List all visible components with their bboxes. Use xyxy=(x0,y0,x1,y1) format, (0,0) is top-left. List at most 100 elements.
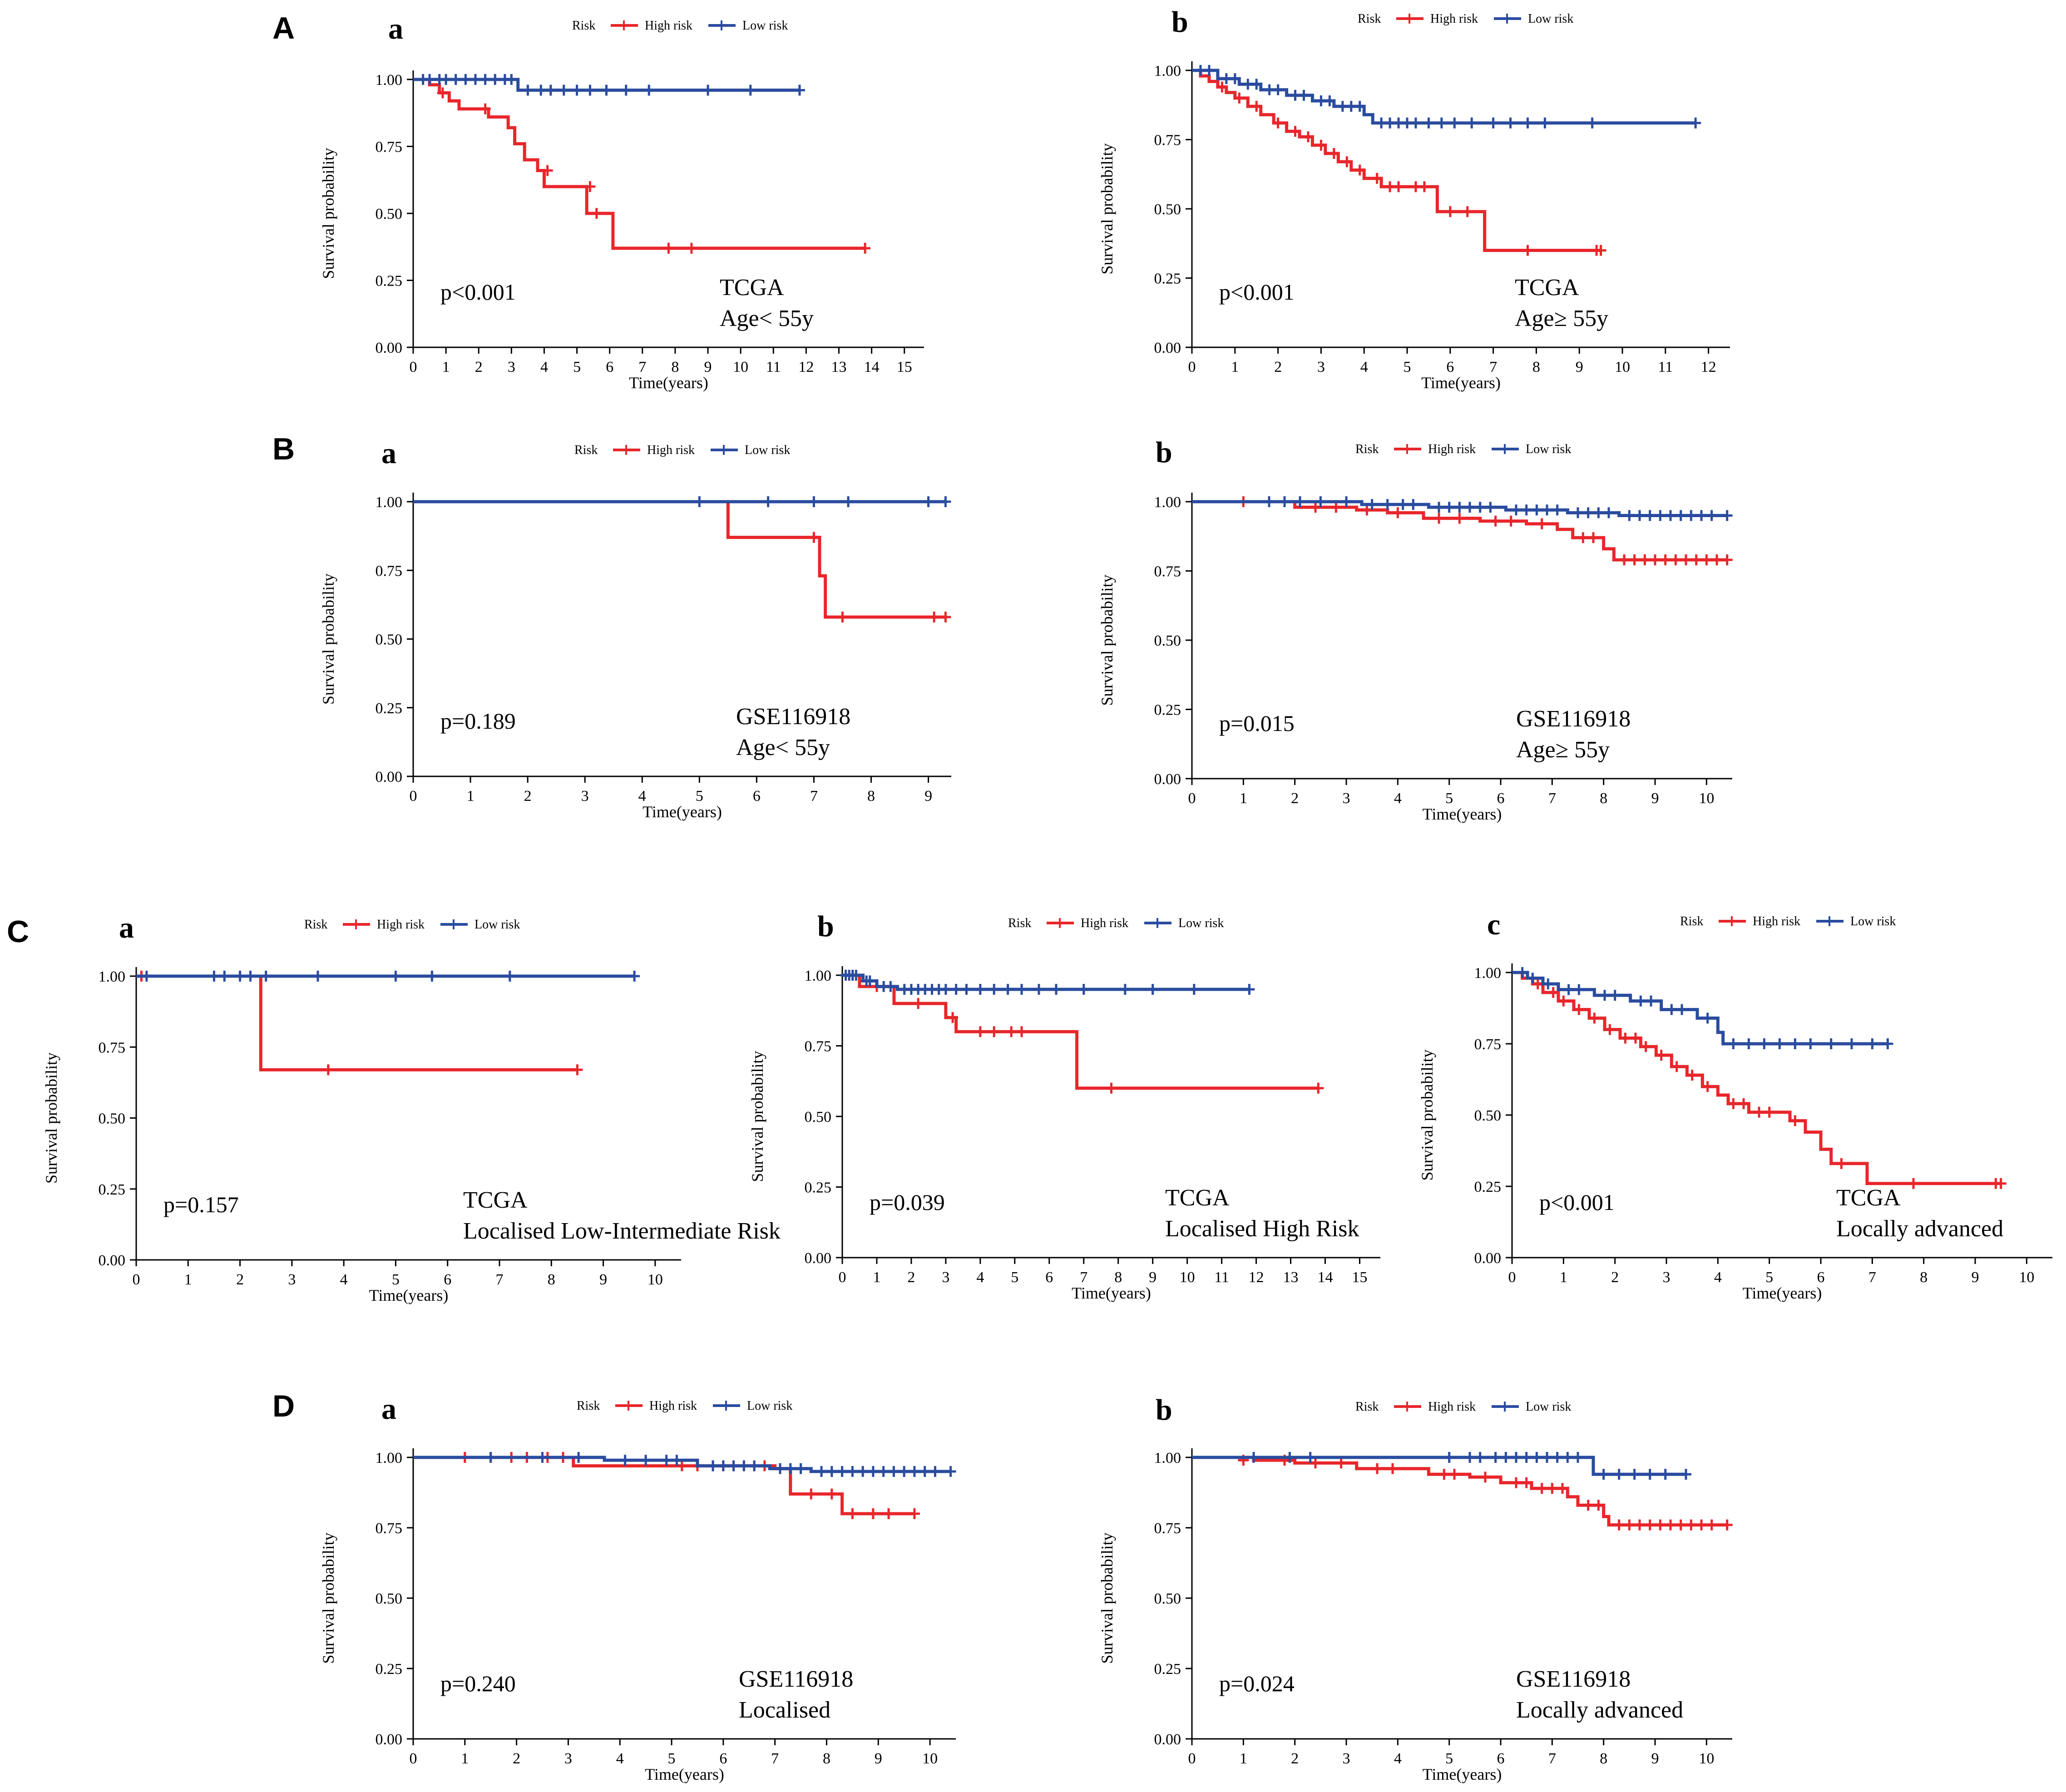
x-tick-label: 0 xyxy=(410,1750,417,1767)
x-tick-label: 1 xyxy=(461,1750,469,1767)
censor-mark-low-risk xyxy=(1867,1038,1878,1049)
censor-mark-high-risk xyxy=(1595,245,1606,256)
censor-mark-high-risk xyxy=(1328,148,1339,159)
censor-mark-low-risk xyxy=(1675,510,1686,521)
y-tick-label: 0.25 xyxy=(1474,1179,1502,1195)
x-tick-label: 10 xyxy=(1615,359,1630,375)
censor-mark-low-risk xyxy=(923,496,934,507)
censor-mark-low-risk xyxy=(1562,1452,1573,1463)
panels-group: a Risk High risk Low risk 0.00 0.25 0.50 0.75 1.… xyxy=(42,5,2052,1783)
censor-mark-high-risk xyxy=(1387,1463,1398,1474)
censor-mark-high-risk xyxy=(847,1508,858,1519)
censor-mark-high-risk xyxy=(989,1026,1000,1037)
censor-mark-low-risk xyxy=(573,1452,584,1463)
p-value-label: p=0.157 xyxy=(163,1192,239,1217)
legend-high-label: High risk xyxy=(377,918,425,932)
legend-title: Risk xyxy=(577,1399,600,1413)
x-tick-label: 5 xyxy=(1445,790,1453,807)
censor-mark-high-risk xyxy=(437,87,448,99)
p-value-label: p<0.001 xyxy=(1539,1190,1615,1215)
legend-high-plus-icon xyxy=(351,919,361,929)
censor-mark-high-risk xyxy=(1630,1032,1641,1044)
x-tick-label: 9 xyxy=(924,788,932,805)
censor-mark-low-risk xyxy=(1295,496,1305,507)
censor-mark-low-risk xyxy=(1542,978,1554,990)
censor-mark-low-risk xyxy=(1572,1452,1583,1463)
x-tick-label: 7 xyxy=(1868,1269,1876,1286)
cohort-label: TCGA xyxy=(1165,1185,1230,1211)
y-axis-title: Survival probability xyxy=(319,148,337,279)
x-tick-label: 7 xyxy=(638,359,646,375)
censor-mark-low-risk xyxy=(661,1455,672,1466)
censor-mark-high-risk xyxy=(1016,1026,1027,1037)
censor-mark-high-risk xyxy=(1754,1106,1765,1118)
censor-mark-low-risk xyxy=(940,496,951,507)
x-tick-label: 6 xyxy=(606,359,613,375)
censor-mark-low-risk xyxy=(864,975,875,987)
censor-mark-high-risk xyxy=(1302,131,1314,143)
subgroup-label: Age≥ 55y xyxy=(1516,737,1610,763)
censor-mark-high-risk xyxy=(663,242,674,254)
panel-label: a xyxy=(388,12,403,45)
censor-mark-high-risk xyxy=(1711,554,1722,566)
censor-mark-low-risk xyxy=(1505,117,1516,128)
censor-mark-high-risk xyxy=(1619,554,1630,566)
censor-mark-low-risk xyxy=(640,1455,652,1466)
censor-mark-high-risk xyxy=(1505,515,1517,527)
x-tick-label: 2 xyxy=(1611,1269,1619,1286)
x-tick-label: 5 xyxy=(1011,1269,1018,1286)
censor-mark-high-risk xyxy=(1629,554,1640,566)
subgroup-label: Localised High Risk xyxy=(1165,1216,1359,1242)
legend-low-plus-icon xyxy=(1824,916,1834,926)
x-tick-label: 9 xyxy=(875,1750,882,1767)
censor-mark-high-risk xyxy=(1728,1098,1739,1109)
x-tick-label: 9 xyxy=(1576,359,1583,375)
legend-low-label: Low risk xyxy=(474,918,520,932)
censor-mark-low-risk xyxy=(260,971,272,982)
censor-mark-low-risk xyxy=(1805,1038,1816,1049)
cohort-label: GSE116918 xyxy=(1516,1666,1631,1692)
censor-mark-low-risk xyxy=(1366,499,1378,510)
censor-mark-low-risk xyxy=(1552,1452,1563,1463)
censor-mark-low-risk xyxy=(1397,499,1409,510)
x-tick-label: 2 xyxy=(1291,1750,1299,1767)
x-tick-label: 1 xyxy=(873,1269,880,1286)
censor-mark-low-risk xyxy=(424,74,435,85)
censor-mark-low-risk xyxy=(1315,496,1326,507)
x-tick-label: 4 xyxy=(976,1269,984,1286)
censor-mark-low-risk xyxy=(1572,507,1583,518)
y-tick-label: 0.75 xyxy=(376,139,403,156)
censor-mark-low-risk xyxy=(989,984,1000,995)
y-tick-label: 0.00 xyxy=(1154,1731,1181,1748)
x-tick-label: 15 xyxy=(1352,1269,1367,1286)
censor-mark-high-risk xyxy=(1361,504,1373,516)
section-label-D: D xyxy=(272,1389,295,1423)
subgroup-label: Localised xyxy=(739,1697,830,1723)
legend-high-plus-icon xyxy=(1055,918,1065,928)
censor-mark-low-risk xyxy=(1464,502,1475,513)
censor-mark-low-risk xyxy=(1573,984,1585,995)
censor-mark-low-risk xyxy=(919,1466,930,1477)
x-tick-label: 3 xyxy=(1663,1269,1671,1286)
y-tick-label: 0.00 xyxy=(376,769,403,785)
x-tick-label: 9 xyxy=(1972,1269,1979,1286)
censor-mark-low-risk xyxy=(1624,510,1635,521)
censor-mark-low-risk xyxy=(1382,499,1393,510)
x-tick-label: 6 xyxy=(1446,359,1454,375)
x-tick-label: 4 xyxy=(1714,1269,1722,1286)
x-tick-label: 6 xyxy=(1497,1750,1505,1767)
censor-mark-low-risk xyxy=(1706,510,1717,521)
censor-mark-high-risk xyxy=(1419,181,1430,193)
censor-mark-low-risk xyxy=(847,1466,858,1477)
x-tick-label: 0 xyxy=(1508,1269,1516,1286)
legend-high-label: High risk xyxy=(645,19,692,33)
legend-high-label: High risk xyxy=(1430,12,1478,26)
censor-mark-high-risk xyxy=(1547,987,1559,998)
censor-mark-low-risk xyxy=(1696,510,1707,521)
censor-mark-high-risk xyxy=(1640,1041,1651,1052)
panel-label: b xyxy=(1156,436,1172,469)
censor-mark-high-risk xyxy=(1313,1082,1324,1094)
censor-mark-low-risk xyxy=(643,84,655,96)
censor-mark-high-risk xyxy=(1558,995,1569,1007)
x-tick-label: 8 xyxy=(1920,1269,1928,1286)
